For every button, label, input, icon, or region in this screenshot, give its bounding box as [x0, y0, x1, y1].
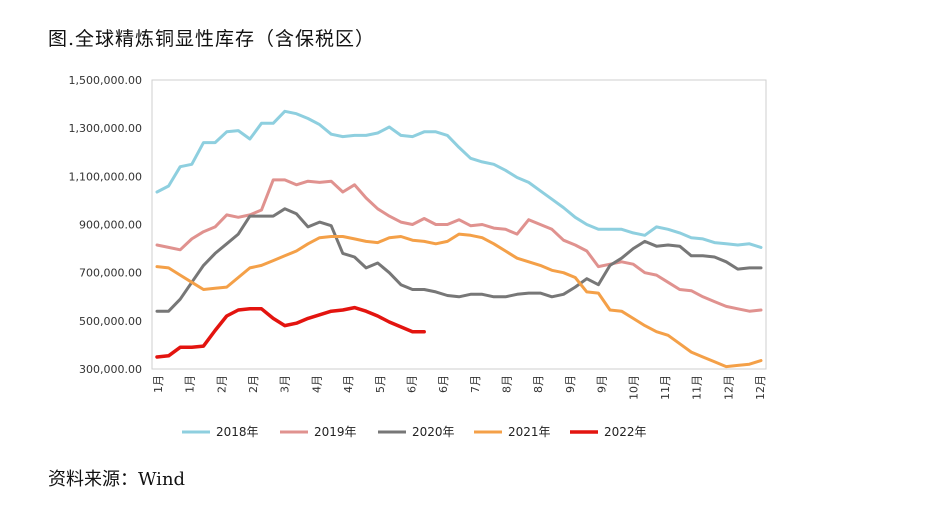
plot-area — [151, 79, 767, 370]
series-line-1 — [155, 178, 763, 313]
y-tick-label: 900,000.00 — [79, 219, 142, 232]
legend-label: 2018年 — [216, 425, 259, 439]
legend-label: 2021年 — [508, 425, 551, 439]
x-axis-ticks: 1月 1月 2月 2月 3月 4月 4月 5月 6月 6月 7月 8月 8月 9月 9月 10月 11月 11月 1… — [152, 375, 767, 400]
y-tick-label: 1,500,000.00 — [69, 74, 142, 87]
series-line-2 — [155, 207, 763, 313]
x-tick-label: 2月 — [247, 375, 260, 393]
source-note: 资料来源：Wind — [48, 469, 186, 490]
x-tick-label: 1月 — [184, 375, 197, 393]
y-tick-label: 500,000.00 — [79, 315, 142, 328]
legend-label: 2019年 — [314, 425, 357, 439]
x-tick-label: 1月 — [152, 375, 165, 393]
x-tick-label: 9月 — [564, 375, 577, 393]
x-tick-label: 2月 — [215, 375, 228, 393]
y-tick-label: 300,000.00 — [79, 363, 142, 376]
legend: 2018年 2019年 2020年 2021年 2022年 — [182, 425, 647, 439]
chart-title: 图.全球精炼铜显性库存（含保税区） — [48, 28, 376, 50]
x-tick-label: 7月 — [469, 375, 482, 393]
x-tick-label: 9月 — [596, 375, 609, 393]
x-tick-label: 10月 — [627, 375, 640, 400]
legend-label: 2020年 — [412, 425, 455, 439]
x-tick-label: 11月 — [659, 375, 672, 400]
x-tick-label: 5月 — [374, 375, 387, 393]
x-tick-label: 6月 — [437, 375, 450, 393]
x-tick-label: 12月 — [754, 375, 767, 400]
series-line-0 — [155, 109, 763, 249]
x-tick-label: 6月 — [405, 375, 418, 393]
x-tick-label: 12月 — [722, 375, 735, 400]
series-line-3 — [155, 232, 763, 369]
x-tick-label: 11月 — [691, 375, 704, 400]
y-axis-ticks: 300,000.00 500,000.00 700,000.00 900,000.00… — [69, 74, 142, 376]
x-tick-label: 8月 — [532, 375, 545, 393]
y-tick-label: 1,100,000.00 — [69, 170, 142, 183]
x-tick-label: 3月 — [279, 375, 292, 393]
x-tick-label: 8月 — [501, 375, 514, 393]
legend-label: 2022年 — [604, 425, 647, 439]
x-tick-label: 4月 — [342, 375, 355, 393]
y-tick-label: 700,000.00 — [79, 267, 142, 280]
series-line-4 — [155, 305, 426, 359]
series-lines — [155, 109, 763, 369]
x-tick-label: 4月 — [310, 375, 323, 393]
y-tick-label: 1,300,000.00 — [69, 122, 142, 135]
